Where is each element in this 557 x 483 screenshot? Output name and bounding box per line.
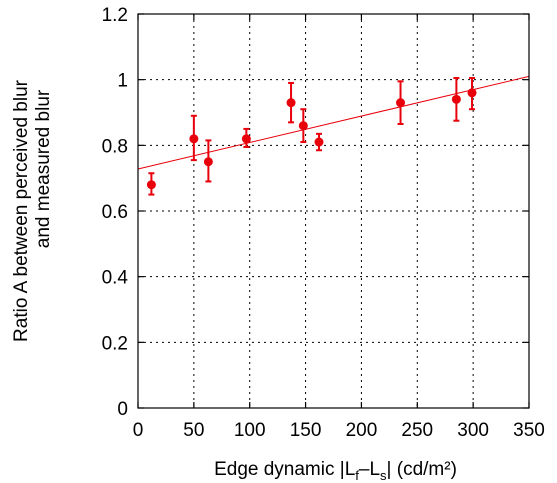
y-tick-label: 0.8 — [102, 136, 128, 157]
y-axis-title: Ratio A between perceived blur and measu… — [11, 79, 54, 342]
x-axis-title: Edge dynamic |Lf–Ls| (cd/m²) — [214, 459, 457, 483]
y-tick-label: 1.2 — [102, 5, 128, 26]
data-points — [146, 88, 477, 190]
data-point — [146, 180, 156, 190]
x-tick-label: 200 — [346, 420, 378, 441]
y-axis-title-line-2: and measured blur — [33, 89, 54, 248]
data-point — [189, 134, 199, 144]
data-point — [396, 98, 406, 108]
x-tick-label: 50 — [183, 420, 204, 441]
y-tick-label: 1 — [117, 71, 128, 92]
grid — [138, 14, 529, 408]
x-tick-label: 100 — [234, 420, 266, 441]
x-tick-labels: 0 50 100 150 200 250 300 350 — [133, 420, 545, 441]
data-point — [467, 88, 477, 98]
y-tick-label: 0 — [117, 399, 128, 420]
y-tick-labels: 0 0.2 0.4 0.6 0.8 1 1.2 — [102, 5, 129, 420]
x-tick-label: 350 — [513, 420, 545, 441]
data-point — [451, 94, 461, 104]
data-point — [286, 98, 296, 108]
fit-line-layer — [137, 75, 530, 170]
y-axis-title-line-1: Ratio A between perceived blur — [11, 79, 32, 342]
x-tick-label: 300 — [457, 420, 489, 441]
x-tick-label: 250 — [401, 420, 433, 441]
y-tick-label: 0.4 — [102, 268, 129, 289]
x-tick-label: 150 — [290, 420, 322, 441]
x-tick-label: 0 — [133, 420, 144, 441]
data-point — [314, 137, 324, 147]
ticks — [137, 13, 530, 409]
y-tick-label: 0.2 — [102, 333, 128, 354]
data-point — [203, 157, 213, 167]
data-point — [241, 134, 251, 144]
y-tick-label: 0.6 — [102, 202, 128, 223]
plot-frame — [137, 13, 530, 409]
fit-line — [137, 75, 530, 170]
data-point — [298, 121, 308, 131]
